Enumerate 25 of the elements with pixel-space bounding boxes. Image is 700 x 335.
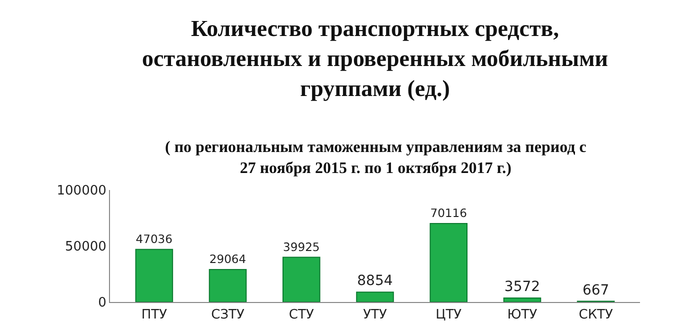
x-tick-label: ЦТУ (436, 308, 462, 323)
data-label: 39925 (283, 240, 320, 254)
x-tick-label: СЗТУ (211, 308, 244, 323)
x-tick-label: ЮТУ (507, 308, 538, 323)
data-label: 29064 (209, 252, 246, 266)
y-tick-label: 100000 (56, 184, 106, 199)
bar (135, 248, 174, 302)
data-label: 3572 (504, 279, 540, 295)
data-label: 667 (582, 282, 610, 298)
y-tick-label: 50000 (65, 240, 106, 255)
x-tick-label: ПТУ (141, 308, 168, 323)
bar (503, 298, 542, 302)
x-tick-label: УТУ (363, 308, 387, 323)
data-label: 8854 (357, 273, 393, 290)
bar (430, 222, 468, 302)
x-tick-label: СКТУ (578, 308, 613, 323)
chart-title: Количество транспортных средств, остановленных и проверенных мобильными группами (ед.) (142, 16, 608, 101)
y-tick-label: 0 (98, 296, 106, 311)
data-label: 47036 (136, 232, 172, 246)
x-tick-label: СТУ (288, 308, 314, 323)
data-label: 70116 (430, 206, 467, 220)
bar (208, 268, 247, 302)
bar (356, 292, 394, 302)
bar (282, 256, 320, 302)
chart-subtitle: ( по региональным таможенным управлениям за период с 27 ноября 2015 г. по 1 октября 2017 г.) (165, 139, 586, 177)
